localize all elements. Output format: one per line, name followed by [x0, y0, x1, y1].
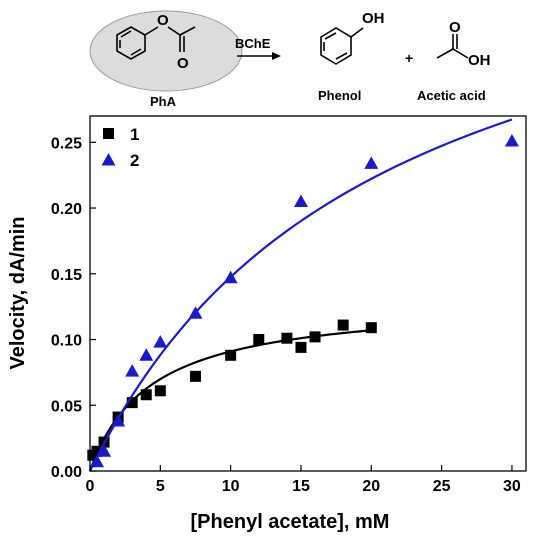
y-tick-label: 0.10: [51, 333, 82, 350]
ester-oxygen-label: O: [157, 12, 169, 29]
carbonyl-oxygen-label: O: [177, 55, 189, 72]
y-tick-label: 0.05: [51, 398, 82, 415]
y-tick-label: 0.25: [51, 135, 82, 152]
x-tick-label: 10: [222, 478, 240, 495]
y-tick-label: 0.15: [51, 267, 82, 284]
legend-marker-square: [103, 128, 114, 139]
data-point-series-1: [140, 389, 152, 401]
legend-label: 1: [130, 125, 139, 144]
y-tick-label: 0.20: [51, 201, 82, 218]
data-point-series-2: [504, 133, 519, 147]
y-axis-title: Velocity, dA/min: [7, 217, 29, 370]
enzyme-label: BChE: [235, 36, 271, 51]
data-point-series-1: [126, 397, 138, 409]
y-tick-label: 0.00: [51, 464, 82, 481]
plot-area: [87, 118, 519, 472]
legend-marker-triangle: [101, 153, 116, 166]
product1-label: Phenol: [318, 88, 361, 103]
data-point-series-2: [139, 348, 154, 361]
data-point-series-1: [189, 370, 201, 382]
plot-frame: [89, 115, 527, 472]
acid-carbonyl-oxygen-label: O: [449, 19, 461, 36]
x-tick-label: 5: [156, 478, 165, 495]
phenyl-acetate-structure: [116, 26, 196, 60]
data-point-series-1: [154, 385, 166, 397]
data-point-series-1: [295, 341, 307, 353]
data-point-series-2: [97, 444, 112, 457]
legend-label: 2: [130, 151, 139, 170]
x-axis: 0 5 10 15 20 25 30: [86, 465, 521, 495]
data-point-series-2: [364, 156, 379, 169]
data-point-series-2: [188, 306, 203, 319]
reaction-arrow: [237, 52, 281, 60]
acid-oh-label: OH: [468, 52, 491, 69]
x-tick-label: 0: [86, 478, 95, 495]
data-point-series-2: [153, 335, 168, 348]
x-tick-label: 15: [292, 478, 310, 495]
data-point-series-1: [225, 349, 237, 361]
data-point-series-2: [90, 454, 105, 468]
reactant-highlight: [89, 10, 243, 92]
data-point-series-1: [337, 319, 349, 331]
data-point-series-1: [91, 445, 103, 457]
acetic-acid-structure: [436, 34, 469, 59]
data-point-series-2: [111, 414, 126, 427]
data-point-series-1: [365, 322, 377, 334]
data-point-series-1: [253, 334, 265, 346]
y-axis: 0.00 0.05 0.10 0.15 0.20 0.25: [51, 135, 96, 481]
legend: 12: [101, 125, 139, 170]
phenol-oh-label: OH: [362, 10, 385, 27]
x-axis-title: [Phenyl acetate], mM: [191, 511, 390, 533]
x-tick-label: 20: [362, 478, 380, 495]
data-point-series-2: [125, 364, 140, 377]
x-tick-label: 25: [433, 478, 451, 495]
reactant-label: PhA: [150, 94, 177, 109]
phenol-structure: [320, 27, 364, 65]
reaction-scheme: O O PhA BChE OH Phenol + O OH Acetic a: [89, 10, 491, 109]
data-point-series-2: [293, 194, 308, 207]
plus-sign: +: [405, 50, 413, 66]
data-point-series-1: [281, 332, 293, 344]
x-tick-label: 30: [503, 478, 521, 495]
product2-label: Acetic acid: [417, 88, 486, 103]
data-point-series-1: [309, 331, 321, 343]
data-point-series-2: [223, 270, 238, 284]
fit-curve-series-2: [89, 118, 513, 472]
